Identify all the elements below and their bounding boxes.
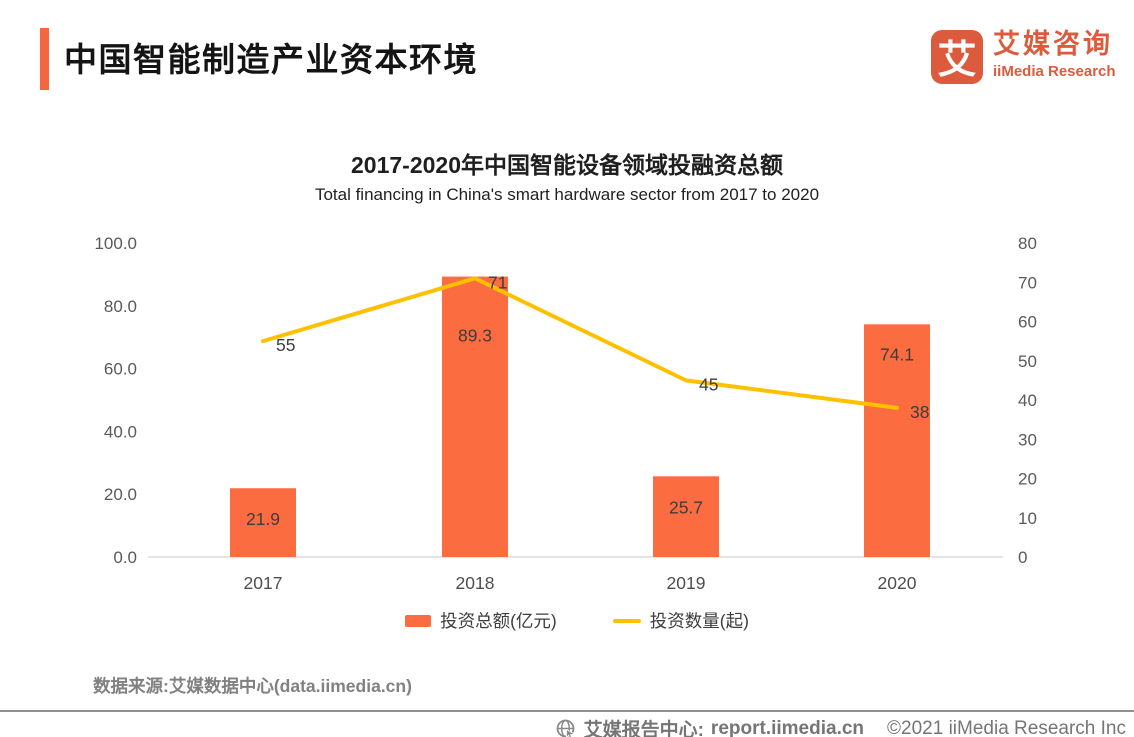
bar-value-label: 74.1 <box>880 344 914 364</box>
bar-value-label: 21.9 <box>246 509 280 529</box>
footer-site-label: 艾媒报告中心: <box>583 720 704 737</box>
left-axis-tick: 100.0 <box>94 234 137 253</box>
globe-cursor-icon <box>556 719 576 737</box>
logo-name-cn: 艾媒咨询 <box>993 29 1113 59</box>
footer-copyright: ©2021 iiMedia Research Inc <box>887 717 1126 737</box>
x-axis-label: 2017 <box>244 573 283 593</box>
x-axis-label: 2018 <box>456 573 495 593</box>
bar-value-label: 89.3 <box>458 326 492 346</box>
right-axis-tick: 60 <box>1018 313 1037 332</box>
bar-2019 <box>653 476 719 557</box>
chart-subtitle: Total financing in China's smart hardwar… <box>314 185 820 204</box>
legend-item-line: 投资数量(起) <box>612 608 749 633</box>
line-value-label: 45 <box>699 374 718 394</box>
legend-line-swatch <box>612 618 641 623</box>
data-source: 数据来源:艾媒数据中心(data.iimedia.cn) <box>93 676 412 696</box>
chart-canvas: 0.0 20.0 40.0 60.0 80.0 100.0 0 10 20 30 40 50 60 70 8… <box>94 234 1037 593</box>
bar-2018 <box>442 276 508 557</box>
bar-2020 <box>864 324 930 557</box>
line-value-label: 38 <box>910 402 929 422</box>
right-axis-tick: 0 <box>1018 548 1027 567</box>
line-series <box>261 276 899 410</box>
logo-name-en: iiMedia Research <box>993 62 1116 80</box>
right-axis-tick: 20 <box>1018 470 1037 489</box>
left-axis-tick: 80.0 <box>104 297 137 316</box>
right-axis-tick: 80 <box>1018 234 1037 253</box>
line-value-label: 71 <box>488 272 507 292</box>
right-axis-tick: 40 <box>1018 391 1037 410</box>
page-title: 中国智能制造产业资本环境 <box>64 41 478 78</box>
x-axis-label: 2019 <box>667 573 706 593</box>
left-axis-tick: 0.0 <box>113 548 137 567</box>
footer-site-url: report.iimedia.cn <box>710 717 865 737</box>
right-axis-tick: 70 <box>1018 273 1037 292</box>
legend-bar-swatch <box>405 614 432 627</box>
iimedia-logo-icon: 艾 <box>931 30 983 84</box>
iimedia-logo: 艾 艾媒咨询 iiMedia Research <box>931 29 1116 84</box>
bar-value-label: 25.7 <box>669 497 703 517</box>
title-accent-bar <box>40 28 49 90</box>
left-axis-tick: 20.0 <box>104 485 137 504</box>
chart-title: 2017-2020年中国智能设备领域投融资总额 <box>351 152 783 178</box>
legend-bar-label: 投资总额(亿元) <box>440 611 557 631</box>
left-axis-tick: 40.0 <box>104 422 137 441</box>
chart-legend: 投资总额(亿元) 投资数量(起) <box>20 608 1134 633</box>
legend-item-bar: 投资总额(亿元) <box>405 608 557 633</box>
legend-line-label: 投资数量(起) <box>649 611 749 631</box>
right-axis-tick: 30 <box>1018 430 1037 449</box>
left-axis-tick: 60.0 <box>104 360 137 379</box>
right-axis-tick: 50 <box>1018 352 1037 371</box>
footer: 艾媒报告中心: report.iimedia.cn ©2021 iiMedia … <box>0 710 1134 737</box>
right-axis-tick: 10 <box>1018 509 1037 528</box>
bar-2017 <box>230 488 296 557</box>
x-axis-label: 2020 <box>878 573 917 593</box>
logo-text: 艾媒咨询 iiMedia Research <box>993 29 1116 80</box>
line-value-label: 55 <box>276 335 295 355</box>
logo-mark-glyph: 艾 <box>937 39 977 82</box>
